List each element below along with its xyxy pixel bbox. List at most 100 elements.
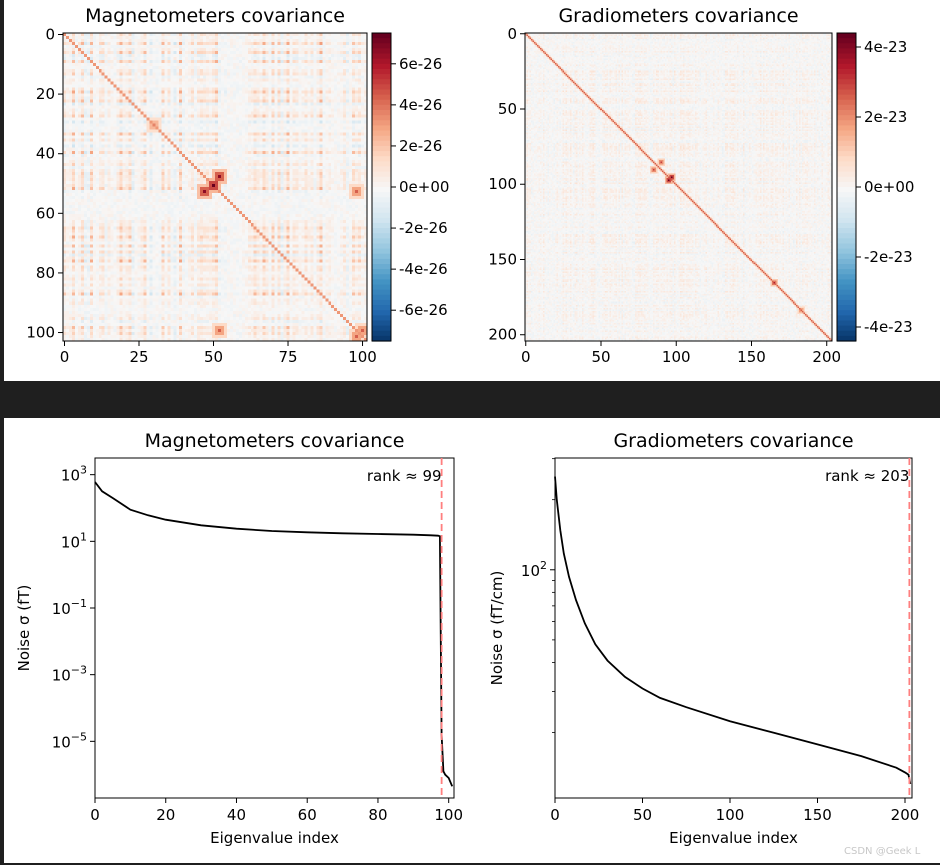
colorbar-segment [372, 181, 391, 188]
x-tick-label: 75 [278, 348, 297, 366]
colorbar-segment [837, 63, 856, 70]
colorbar-segment [372, 38, 391, 44]
colorbar-segment [372, 187, 391, 193]
colorbar-tick-label: 2e-23 [864, 108, 907, 126]
colorbar-segment [837, 99, 856, 106]
y-tick-exponent: 1 [80, 530, 87, 543]
covariance-matrices-panel: Magnetometers covariance 0 25 50 75 100 0 20 40 6… [4, 0, 940, 381]
y-tick-exponent: −3 [71, 664, 87, 677]
colorbar-segment [837, 125, 856, 132]
colorbar-segment [372, 171, 391, 178]
colorbar-segment [372, 94, 391, 101]
colorbar-tick-label: 6e-26 [399, 55, 442, 73]
colorbar-segment [372, 176, 391, 183]
colorbar-segment [837, 222, 856, 229]
colorbar-segment [372, 212, 391, 219]
colorbar: 6e-26 4e-26 2e-26 0e+00 -2e-26 -4e-26 -6e-26 [371, 32, 449, 342]
colorbar-segment [372, 202, 391, 209]
colorbar-segment [372, 253, 391, 260]
colorbar-segment [837, 89, 856, 96]
colorbar-segment [837, 238, 856, 245]
colorbar-tick-label: -2e-23 [864, 248, 913, 266]
colorbar-segment [837, 279, 856, 286]
colorbar-segment [372, 233, 391, 239]
heatmap-matrix [525, 33, 832, 341]
colorbar-segment [372, 264, 391, 270]
y-tick-label: 80 [36, 264, 55, 282]
colorbar-segment [372, 161, 391, 168]
noise-plot-3: Gradiometers covariance 0 50 100 150 200 102 Ei… [488, 430, 919, 847]
y-tick-label: 0 [507, 25, 517, 43]
colorbar-segment [837, 74, 856, 80]
y-tick-base: 10 [52, 667, 71, 685]
x-tick-label: 0 [521, 348, 531, 366]
y-tick-base: 10 [61, 467, 80, 485]
colorbar-segment [372, 222, 391, 229]
colorbar-segment [837, 84, 856, 91]
heatmap-frame [524, 32, 833, 342]
colorbar-segment [837, 274, 856, 280]
colorbar-segment [837, 284, 856, 291]
x-tick-label: 60 [298, 806, 317, 824]
x-tick-label: 50 [633, 806, 652, 824]
colorbar-segment [372, 43, 391, 49]
colorbar-segment [837, 217, 856, 224]
colorbar-segment [372, 217, 391, 224]
noise-sigma-curve [554, 476, 912, 785]
colorbar-segment [372, 125, 391, 132]
x-axis-label: Eigenvalue index [210, 829, 339, 847]
x-tick-label: 0 [90, 806, 100, 824]
colorbar-segment [372, 53, 391, 60]
colorbar-segment [837, 120, 856, 126]
colorbar-segment [372, 135, 391, 142]
colorbar-segment [372, 310, 391, 316]
colorbar-segment [372, 299, 391, 306]
colorbar-segment [372, 84, 391, 91]
y-tick-label: 10−5 [52, 730, 87, 751]
colorbar-segment [837, 248, 856, 255]
colorbar-segment [837, 243, 856, 250]
heatmap-0: Magnetometers covariance 0 25 50 75 100 0 20 40 6… [26, 5, 449, 366]
colorbar-tick-label: 2e-26 [399, 137, 442, 155]
colorbar-segment [837, 38, 856, 44]
colorbar-segment [372, 166, 391, 173]
colorbar-segment [372, 115, 391, 121]
x-tick-label: 50 [204, 348, 223, 366]
y-tick-label: 50 [498, 100, 517, 118]
colorbar-segment [837, 171, 856, 178]
colorbar-segment [372, 48, 391, 55]
colorbar-segment [372, 248, 391, 255]
colorbar-segment [837, 330, 856, 337]
y-tick-exponent: 3 [80, 464, 87, 477]
colorbar-segment [372, 140, 391, 147]
y-tick-base: 10 [52, 600, 71, 618]
heatmap-title: Magnetometers covariance [85, 5, 345, 27]
colorbar-segment [372, 68, 391, 75]
colorbar-segment [372, 130, 391, 137]
colorbar-segment [372, 151, 391, 157]
y-tick-base: 10 [52, 733, 71, 751]
rank-label: rank ≈ 99 [367, 467, 442, 485]
colorbar-tick-label: 0e+00 [864, 178, 914, 196]
colorbar-segment [837, 228, 856, 234]
colorbar-segment [837, 151, 856, 157]
colorbar-segment [837, 145, 856, 152]
colorbar-segment [837, 335, 856, 342]
colorbar-segment [837, 48, 856, 55]
colorbar-segment [372, 110, 391, 116]
x-tick-label: 200 [891, 806, 920, 824]
colorbar-segment [372, 74, 391, 80]
heatmap-frame [62, 32, 368, 342]
colorbar-segment [837, 310, 856, 316]
y-tick-label: 100 [488, 175, 517, 193]
x-tick-label: 100 [434, 806, 463, 824]
colorbar-segment [372, 238, 391, 245]
colorbar-segment [837, 264, 856, 270]
y-tick-label: 0 [45, 25, 55, 43]
colorbar-segment [837, 212, 856, 219]
colorbar-segment [372, 156, 391, 162]
y-tick-label: 40 [36, 145, 55, 163]
colorbar-tick-label: 4e-26 [399, 96, 442, 114]
colorbar-tick-label: -4e-26 [399, 260, 448, 278]
